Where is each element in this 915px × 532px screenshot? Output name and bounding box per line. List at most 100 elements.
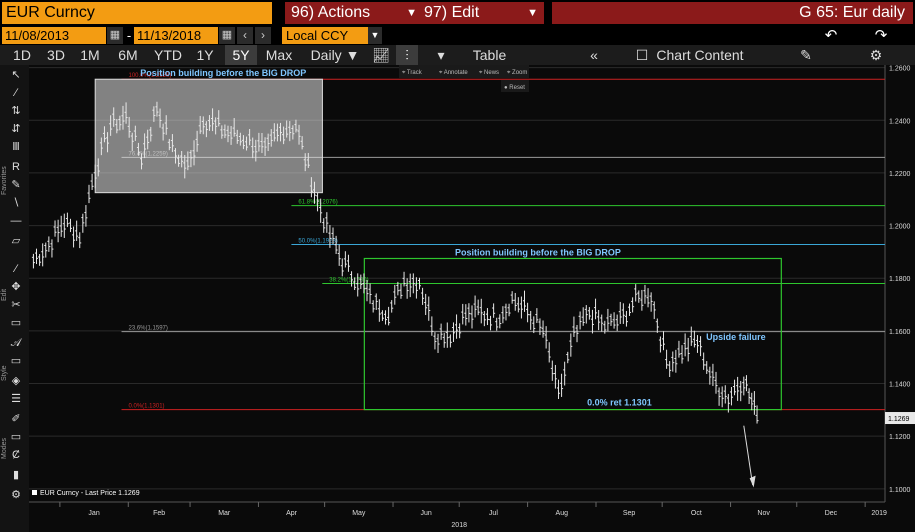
bucket-icon[interactable]: ◈ bbox=[11, 375, 21, 387]
annotation-box-2-label: Position building before the BIG DROP bbox=[455, 247, 621, 257]
scissors-icon[interactable]: ✂ bbox=[11, 299, 21, 311]
trend-icon[interactable]: ∖ bbox=[12, 197, 20, 209]
fibonacci-icon[interactable]: Ⅲ bbox=[12, 141, 20, 153]
chevron-down-icon: ▼ bbox=[368, 27, 382, 44]
actions-label: 96) Actions bbox=[291, 4, 371, 21]
chart-toolbar: 1D 3D 1M 6M YTD 1Y 5Y Max Daily ▼ 📈︎ ⫶ ▾ Table … bbox=[0, 45, 915, 65]
chevron-left-icon[interactable]: ‹ bbox=[237, 27, 253, 44]
horizontal-line-icon[interactable]: — bbox=[10, 215, 22, 227]
reset-label[interactable]: ● Reset bbox=[504, 85, 525, 91]
line-chart-icon[interactable]: 📈︎ bbox=[372, 47, 390, 63]
chart-content-button[interactable]: Chart Content bbox=[656, 47, 744, 63]
x-tick-label: Jan bbox=[88, 510, 99, 517]
sort-icon[interactable]: ⇅ bbox=[11, 105, 21, 117]
sort-icon[interactable]: ⇵ bbox=[11, 123, 21, 135]
tab-period-ytd[interactable]: YTD bbox=[154, 47, 182, 63]
y-tick-label: 1.2200 bbox=[889, 171, 911, 178]
x-tick-label: May bbox=[352, 510, 366, 517]
tab-period-1d[interactable]: 1D bbox=[13, 47, 31, 63]
legend-swatch bbox=[32, 490, 37, 495]
edit-icon[interactable]: ✎ bbox=[800, 47, 812, 63]
overlay-tool-track[interactable]: ⌖ Track bbox=[402, 70, 423, 76]
fib-level-label: 100.0%(1.2556) bbox=[129, 73, 172, 79]
link-icon[interactable]: Ȼ bbox=[12, 449, 20, 461]
pencil-icon[interactable]: ✐ bbox=[11, 413, 21, 425]
date-separator: - bbox=[126, 28, 132, 43]
edit-menu[interactable]: 97) Edit ▼ bbox=[418, 2, 544, 24]
channel-icon[interactable]: ▱ bbox=[11, 235, 21, 247]
retracement-label: 0.0% ret 1.1301 bbox=[587, 398, 652, 408]
fib-level-label: 0.0%(1.1301) bbox=[129, 404, 165, 410]
sidebar-label-edit: Edit bbox=[1, 288, 8, 301]
sidebar-label-favorites: Favorites bbox=[1, 166, 8, 195]
table-button[interactable]: Table bbox=[472, 47, 507, 63]
chevron-down-icon: ▼ bbox=[406, 7, 417, 19]
x-tick-label: Feb bbox=[153, 510, 165, 517]
x-tick-label: Dec bbox=[825, 510, 838, 517]
fib-level-label: 38.2%(1.1780) bbox=[329, 278, 368, 284]
delete-icon[interactable]: ▭ bbox=[10, 317, 22, 329]
fib-level-label: 50.0%(1.1928) bbox=[298, 239, 337, 245]
palette-icon[interactable]: ▮ bbox=[12, 469, 20, 481]
tab-period-6m[interactable]: 6M bbox=[118, 47, 138, 63]
move-icon[interactable]: ✥ bbox=[11, 281, 21, 293]
overlay-tool-zoom[interactable]: ⌖ Zoom bbox=[507, 70, 527, 76]
frequency-select[interactable]: Daily ▼ bbox=[305, 45, 365, 65]
line-style-icon[interactable]: ☰ bbox=[11, 393, 21, 405]
actions-menu[interactable]: 96) Actions ▼ bbox=[285, 2, 423, 24]
undo-icon[interactable]: ↶ bbox=[824, 27, 838, 44]
page-title: G 65: Eur daily bbox=[552, 2, 913, 24]
tab-period-5y[interactable]: 5Y bbox=[225, 45, 257, 65]
overlay-tool-annotate[interactable]: ⌖ Annotate bbox=[439, 70, 468, 76]
tab-period-1y[interactable]: 1Y bbox=[196, 47, 214, 63]
y-tick-label: 1.2400 bbox=[889, 118, 911, 125]
line-tool-icon[interactable]: ∕ bbox=[15, 87, 17, 99]
tab-period-1m[interactable]: 1M bbox=[80, 47, 100, 63]
color-icon[interactable]: ▭ bbox=[10, 355, 22, 367]
tab-period-3d[interactable]: 3D bbox=[47, 47, 65, 63]
x-axis-label: 2018 bbox=[451, 522, 467, 529]
annotation-box-1-label: Position building before the BIG DROP bbox=[140, 68, 306, 78]
currency-select[interactable]: Local CCY ▼ bbox=[282, 27, 382, 44]
start-date-input[interactable]: 11/08/2013 bbox=[2, 27, 106, 44]
y-tick-label: 1.1000 bbox=[889, 487, 911, 494]
annotation-box-2[interactable] bbox=[363, 257, 782, 411]
overlay-tool-news[interactable]: ⌖ News bbox=[479, 70, 499, 76]
legend-label: EUR Curncy - Last Price 1.1269 bbox=[40, 490, 140, 497]
pen-icon[interactable]: ✎ bbox=[11, 179, 21, 191]
cursor-icon[interactable]: ↖ bbox=[11, 69, 21, 81]
reset-button[interactable] bbox=[501, 80, 529, 92]
last-price-label: 1.1269 bbox=[888, 416, 910, 423]
sidebar-label-modes: Modes bbox=[1, 437, 8, 459]
end-date-input[interactable]: 11/13/2018 bbox=[134, 27, 218, 44]
x-tick-label: Oct bbox=[691, 510, 702, 517]
chart-area: ↖ ∕ ⇅ ⇵ Ⅲ R ✎ ∖ — ▱ ∕ ✥ ✂ ▭ 𝒜 ▭ ◈ ☰ ✐ ▭ … bbox=[0, 65, 915, 532]
chevron-down-icon[interactable]: ▾ bbox=[437, 47, 445, 63]
calendar-icon[interactable]: ▦ bbox=[107, 27, 123, 44]
x-tick-label: 2019 bbox=[871, 510, 887, 517]
redo-icon[interactable]: ↷ bbox=[874, 27, 888, 44]
y-tick-label: 1.1400 bbox=[889, 382, 911, 389]
annotation-box-1[interactable] bbox=[94, 78, 323, 194]
sidebar-label-style: Style bbox=[1, 365, 8, 381]
price-chart[interactable]: 1.2600 1.2400 1.2200 1.2000 1.1800 1.1600 1.14… bbox=[29, 65, 915, 532]
gear-icon[interactable]: ⚙ bbox=[869, 47, 883, 63]
y-tick-label: 1.1800 bbox=[889, 276, 911, 283]
fib-level-label: 61.8%(1.2076) bbox=[298, 200, 337, 206]
x-tick-label: Apr bbox=[286, 510, 298, 517]
checkbox-icon[interactable]: ☐ bbox=[635, 47, 649, 63]
bar-chart-icon[interactable]: ⫶ bbox=[396, 45, 418, 65]
chevron-right-icon[interactable]: › bbox=[255, 27, 271, 44]
gear-icon[interactable]: ⚙ bbox=[11, 489, 21, 501]
r-tool-icon[interactable]: R bbox=[12, 161, 20, 173]
tab-period-max[interactable]: Max bbox=[265, 47, 293, 63]
collapse-icon[interactable]: « bbox=[590, 47, 598, 63]
draw-icon[interactable]: ∕ bbox=[15, 263, 17, 275]
y-tick-label: 1.2600 bbox=[889, 66, 911, 73]
last-price-tag bbox=[885, 412, 915, 425]
font-icon[interactable]: 𝒜 bbox=[10, 337, 22, 349]
calendar-icon[interactable]: ▦ bbox=[219, 27, 235, 44]
ticker-field[interactable]: EUR Curncy bbox=[2, 2, 272, 24]
arrow-head bbox=[749, 475, 756, 488]
panel-icon[interactable]: ▭ bbox=[10, 431, 22, 443]
